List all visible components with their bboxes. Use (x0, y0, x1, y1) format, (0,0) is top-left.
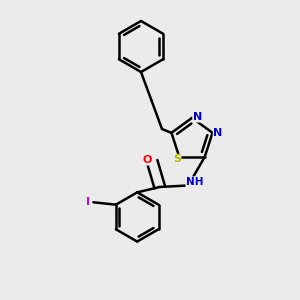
Text: N: N (213, 128, 223, 138)
Text: N: N (193, 112, 202, 122)
Text: NH: NH (186, 177, 203, 187)
Text: O: O (142, 155, 152, 165)
Text: S: S (173, 154, 181, 164)
Text: I: I (86, 197, 90, 207)
